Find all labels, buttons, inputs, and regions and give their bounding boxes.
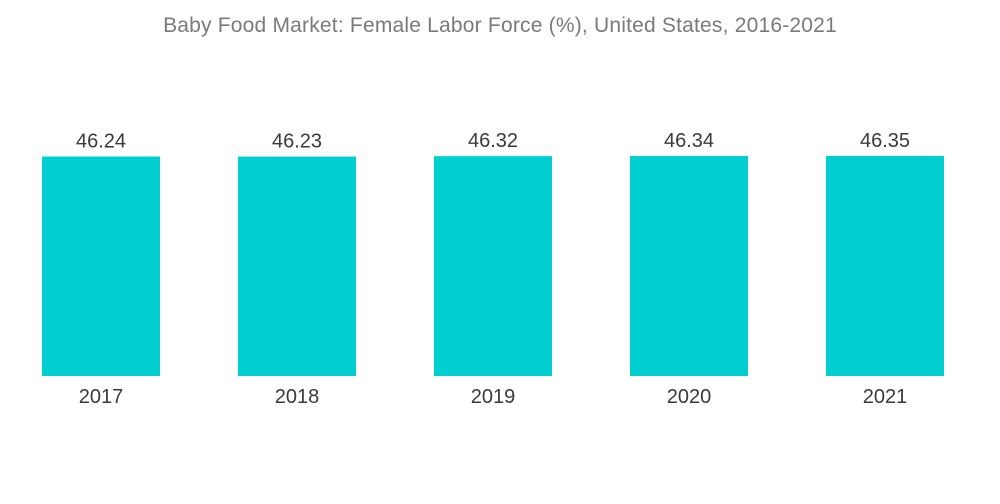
bar-2019 <box>434 156 552 376</box>
bar-2017 <box>42 156 160 376</box>
x-tick-label-2021: 2021 <box>863 386 908 408</box>
bar-2018 <box>238 156 356 376</box>
data-label-2018: 46.23 <box>272 131 322 153</box>
bar-2021 <box>826 156 944 376</box>
data-label-2021: 46.35 <box>860 130 910 152</box>
bar-2020 <box>630 156 748 376</box>
x-tick-label-2017: 2017 <box>79 386 124 408</box>
data-label-2020: 46.34 <box>664 130 714 152</box>
x-tick-label-2018: 2018 <box>275 386 320 408</box>
x-tick-label-2019: 2019 <box>471 386 516 408</box>
data-label-2017: 46.24 <box>76 131 126 153</box>
x-tick-label-2020: 2020 <box>667 386 712 408</box>
chart-title: Baby Food Market: Female Labor Force (%)… <box>163 14 837 37</box>
data-label-2019: 46.32 <box>468 130 518 152</box>
